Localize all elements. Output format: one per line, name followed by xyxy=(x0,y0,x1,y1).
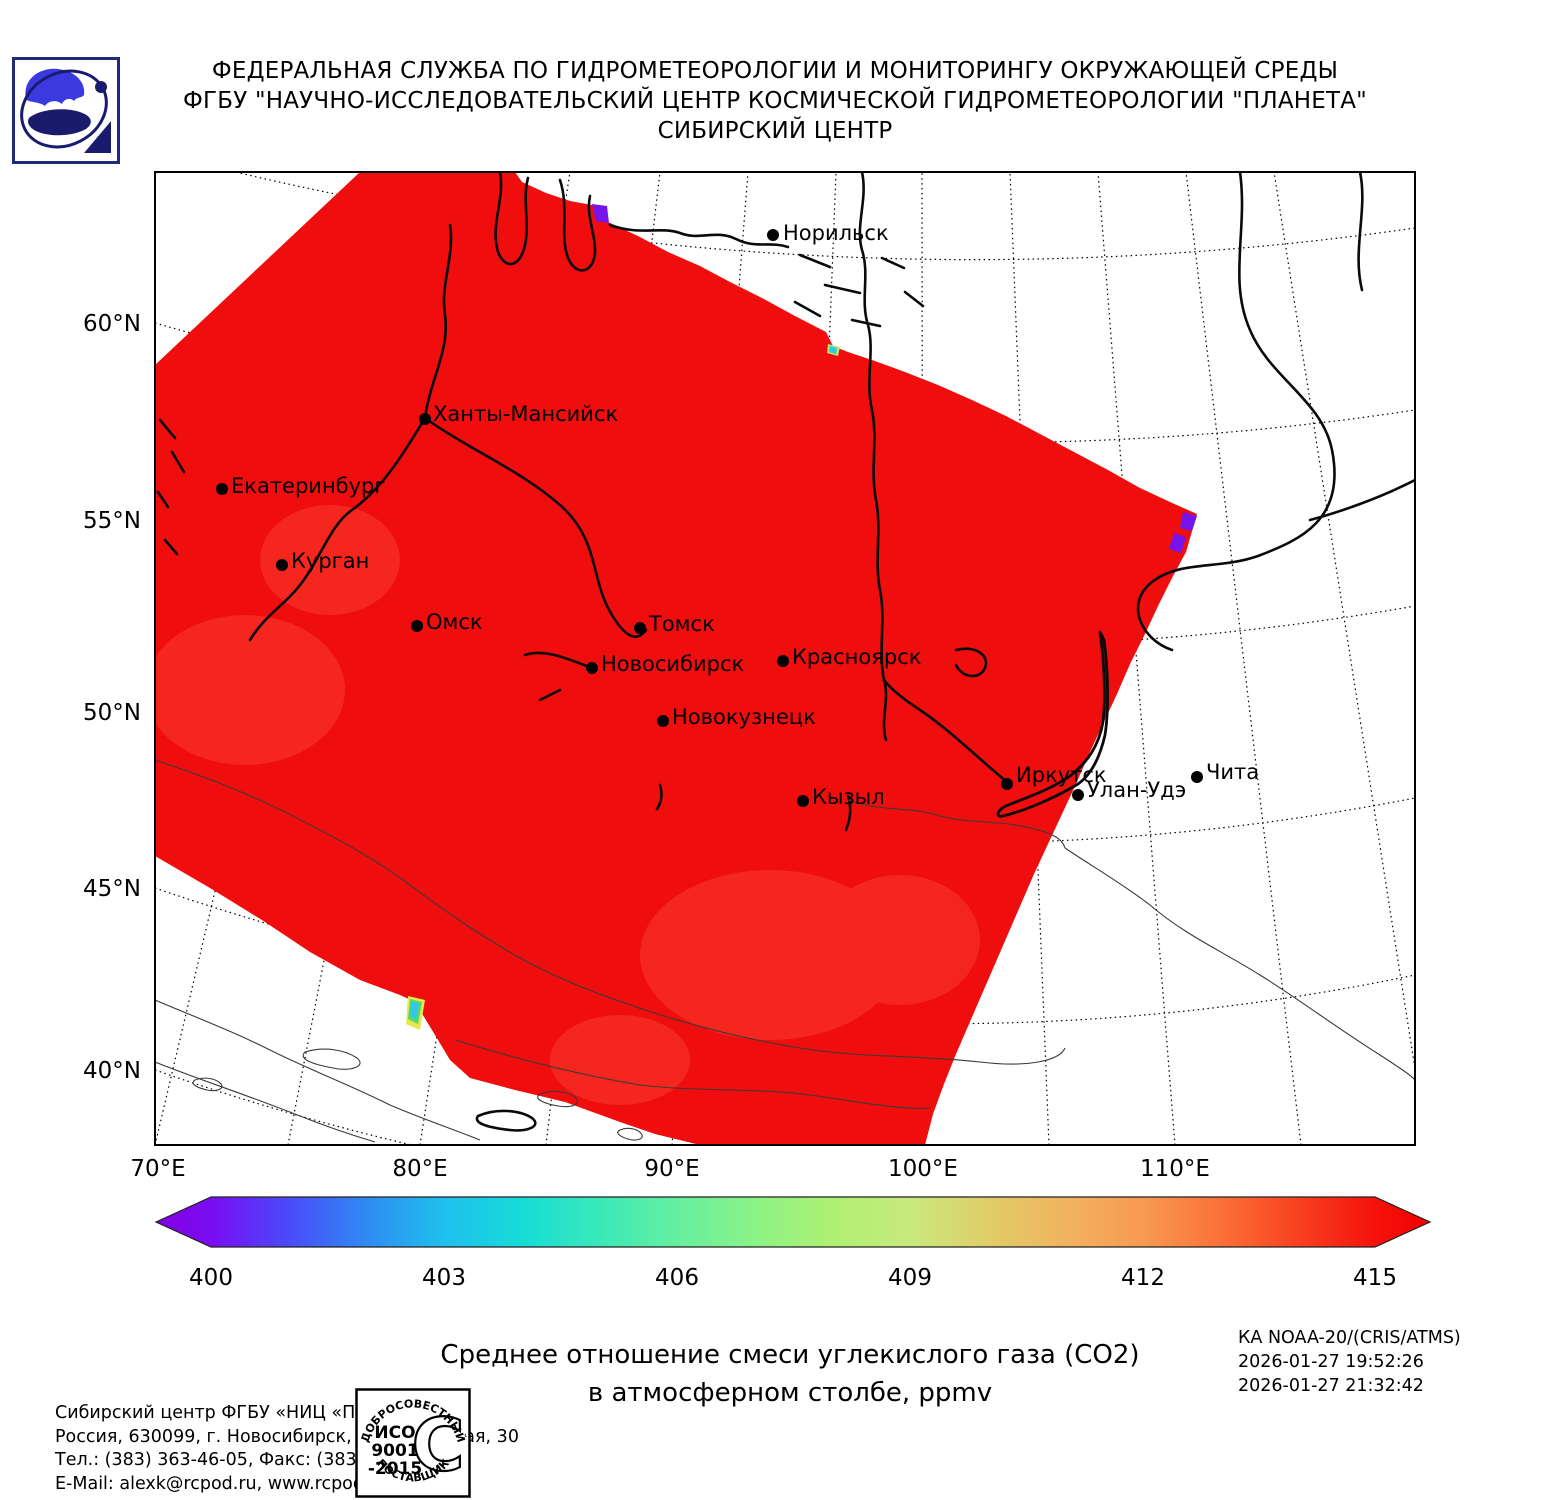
city-dot xyxy=(1191,771,1203,783)
caption-line-2: в атмосферном столбе, ppmv xyxy=(587,1378,993,1408)
colorbar-tick-label: 412 xyxy=(1121,1265,1165,1291)
lat-tick-label: 55°N xyxy=(83,508,141,534)
lon-tick-label: 100°E xyxy=(888,1156,958,1182)
city-dot xyxy=(657,715,669,727)
lat-tick-label: 60°N xyxy=(83,311,141,337)
iso-badge-border xyxy=(355,1388,471,1498)
satellite-platform: КА NOAA-20/(CRIS/ATMS) xyxy=(1238,1328,1461,1348)
caption-line-1: Среднее отношение смеси углекислого газа… xyxy=(440,1340,1140,1370)
city-label: Ханты-Мансийск xyxy=(433,402,618,426)
iso-badge-line2: 9001 xyxy=(371,1441,418,1461)
logo-globe-icon xyxy=(20,68,111,153)
iso-badge-line3: -2015 xyxy=(368,1459,422,1479)
city-label: Екатеринбург xyxy=(231,474,385,498)
city-label: Омск xyxy=(426,610,483,634)
lon-axis: 70°E 80°E 90°E 100°E 110°E xyxy=(130,1156,1210,1182)
city-label: Кызыл xyxy=(812,785,885,809)
iso-badge-line1: ИСО xyxy=(374,1423,415,1443)
colorbar-ticks: 400 403 406 409 412 415 xyxy=(189,1265,1397,1291)
planeta-logo xyxy=(12,57,120,164)
satellite-time-end: 2026-01-27 21:32:42 xyxy=(1238,1376,1424,1396)
colorbar-tick-label: 403 xyxy=(422,1265,466,1291)
lon-tick-label: 110°E xyxy=(1140,1156,1210,1182)
colorbar-gradient xyxy=(154,1196,1432,1248)
caption-block: Среднее отношение смеси углекислого газа… xyxy=(380,1336,1200,1412)
co2-speck-north xyxy=(827,344,840,356)
city-label: Норильск xyxy=(783,221,889,245)
iso-badge: С ДОБРОСОВЕСТНЫЙ ИСО 9001 -2015 ПОСТАВЩИ… xyxy=(355,1388,471,1498)
map-frame xyxy=(154,171,1416,1146)
city-dot xyxy=(767,229,779,241)
city-label: Томск xyxy=(648,612,715,636)
iso-badge-center-text: ИСО 9001 -2015 xyxy=(368,1423,422,1479)
footer-email: E-Mail: alexk@rcpod.ru, www.rcpod.ru xyxy=(55,1473,388,1494)
city-dot xyxy=(1072,789,1084,801)
title-block: ФЕДЕРАЛЬНАЯ СЛУЖБА ПО ГИДРОМЕТЕОРОЛОГИИ … xyxy=(0,56,1550,146)
city-dot xyxy=(777,655,789,667)
city-label: Новосибирск xyxy=(601,652,744,676)
city-dot xyxy=(216,483,228,495)
city-label: Улан-Удэ xyxy=(1087,778,1186,802)
city-dot xyxy=(276,559,288,571)
co2-swath-light-patches xyxy=(155,505,980,1105)
colorbar-tick-label: 406 xyxy=(655,1265,699,1291)
colorbar-tick-label: 409 xyxy=(888,1265,932,1291)
title-line-2: ФГБУ "НАУЧНО-ИССЛЕДОВАТЕЛЬСКИЙ ЦЕНТР КОС… xyxy=(183,88,1367,114)
lake-baikal xyxy=(996,630,1109,818)
city-label: Чита xyxy=(1206,760,1259,784)
lat-tick-label: 40°N xyxy=(83,1058,141,1084)
city-dot xyxy=(797,795,809,807)
co2-low-value-pixels xyxy=(592,204,1197,553)
colorbar-tick-label: 415 xyxy=(1353,1265,1397,1291)
iso-badge-letter: С xyxy=(412,1403,465,1487)
coastlines-rivers xyxy=(156,172,1415,1132)
city-labels: Норильск Ханты-Мансийск Екатеринбург Кур… xyxy=(231,221,1259,809)
lat-axis: 60°N 55°N 50°N 45°N 40°N xyxy=(83,311,141,1084)
city-label: Иркутск xyxy=(1016,763,1107,787)
lat-tick-label: 50°N xyxy=(83,700,141,726)
title-line-1: ФЕДЕРАЛЬНАЯ СЛУЖБА ПО ГИДРОМЕТЕОРОЛОГИИ … xyxy=(211,58,1339,84)
co2-speck-south xyxy=(406,996,425,1030)
city-dot xyxy=(1001,778,1013,790)
city-label: Курган xyxy=(291,549,369,573)
city-label: Красноярск xyxy=(792,645,921,669)
lon-tick-label: 70°E xyxy=(130,1156,185,1182)
city-dot xyxy=(419,413,431,425)
country-borders xyxy=(155,759,1415,1143)
satellite-info: КА NOAA-20/(CRIS/ATMS) 2026-01-27 19:52:… xyxy=(1238,1326,1461,1398)
satellite-time-start: 2026-01-27 19:52:26 xyxy=(1238,1352,1424,1372)
colorbar: 400 403 406 409 412 415 xyxy=(154,1196,1432,1291)
city-markers xyxy=(216,229,1203,807)
city-dot xyxy=(634,622,646,634)
footer-org: Сибирский центр ФГБУ «НИЦ «Планета» xyxy=(55,1403,432,1423)
city-label: Новокузнецк xyxy=(672,705,816,729)
lat-tick-label: 45°N xyxy=(83,876,141,902)
colorbar-tick-label: 400 xyxy=(189,1265,233,1291)
lon-tick-label: 90°E xyxy=(644,1156,699,1182)
lon-tick-label: 80°E xyxy=(392,1156,447,1182)
city-dot xyxy=(586,662,598,674)
city-dot xyxy=(411,620,423,632)
title-line-3: СИБИРСКИЙ ЦЕНТР xyxy=(657,118,893,144)
